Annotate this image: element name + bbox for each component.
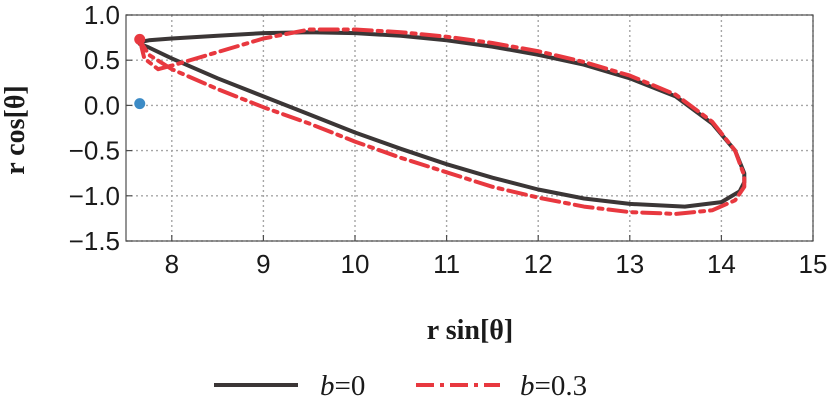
x-tick-label: 14 [707,249,736,279]
y-tick-label: −0.5 [69,136,120,166]
legend: b=0 b=0.3 [214,370,587,402]
x-tick-label: 10 [341,249,370,279]
y-tick-label: 0.0 [84,90,120,120]
series-line-2 [137,27,747,216]
x-tick-label: 13 [615,249,644,279]
x-tick-label: 12 [524,249,553,279]
x-tick-label: 15 [799,249,828,279]
legend-label-2: b=0.3 [520,370,587,402]
x-axis-ticks: 8 9 10 11 12 13 14 15 [165,235,828,279]
x-tick-label: 11 [433,249,460,279]
plot-frame [125,14,814,242]
start-marker-1 [134,98,146,110]
legend-label-1: b=0 [320,370,365,402]
x-axis-label: r sin[θ] [427,315,513,346]
series-line-1 [137,30,747,209]
x-tick-label: 9 [256,249,270,279]
start-marker-2 [134,33,146,45]
x-tick-label: 8 [165,249,179,279]
y-tick-label: −1.5 [69,226,120,256]
start-markers [134,33,146,110]
y-tick-label: 1.0 [84,0,120,30]
y-axis-ticks: 1.0 0.5 0.0 −0.5 −1.0 −1.5 [69,0,132,256]
y-tick-label: 0.5 [84,45,120,75]
y-axis-label: r cos[θ] [0,85,31,175]
series-lines [137,27,747,216]
y-tick-label: −1.0 [69,181,120,211]
